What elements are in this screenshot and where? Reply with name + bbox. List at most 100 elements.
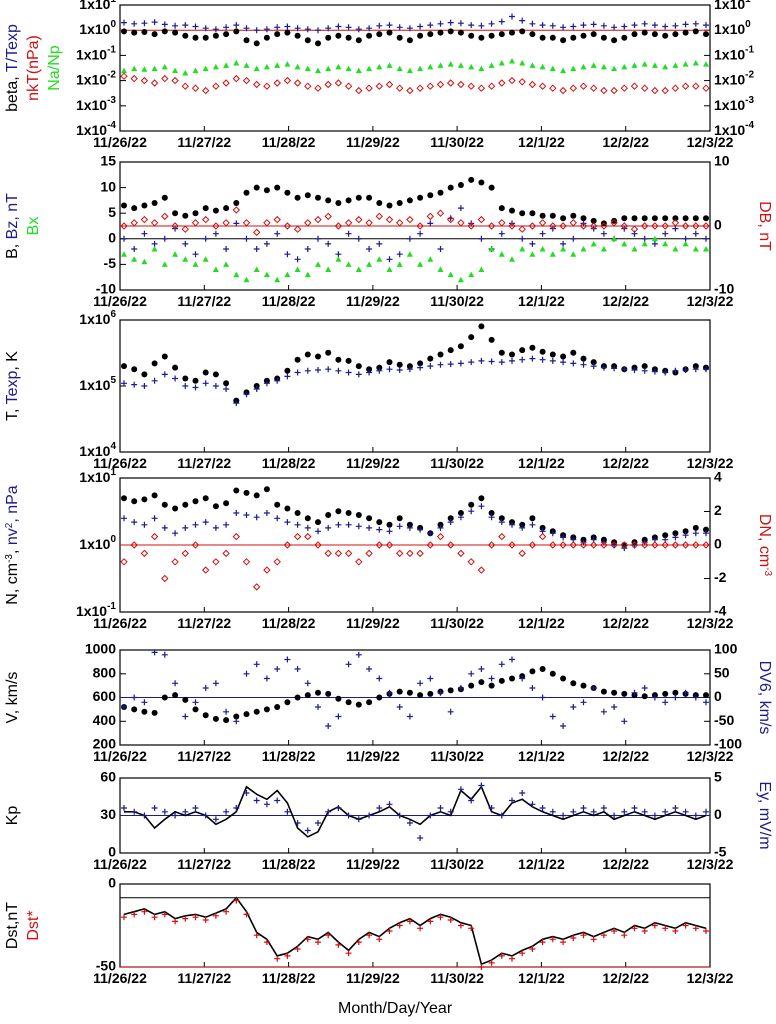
panel-6-series-1-point bbox=[202, 917, 209, 923]
panel-2-series-1-point bbox=[212, 383, 219, 389]
panel-5-xtick-label: 11/27/22 bbox=[177, 856, 231, 872]
panel-0-series-3-point bbox=[498, 79, 506, 87]
panel-3-series-1-point bbox=[672, 534, 679, 541]
panel-4-series-1-point bbox=[376, 675, 383, 682]
panel-0-series-1-point bbox=[121, 19, 127, 26]
panel-6-series-1-point bbox=[662, 925, 669, 932]
panel-0-series-1-point bbox=[151, 19, 158, 26]
panel-4-series-1-point bbox=[662, 699, 669, 706]
panel-2-series-0-point bbox=[131, 366, 138, 373]
panel-2-series-1-point bbox=[519, 356, 526, 363]
panel-1-series-0-point bbox=[263, 187, 270, 194]
panel-1-series-2-point bbox=[651, 235, 658, 242]
panel-6-series-1-point bbox=[468, 925, 475, 932]
panel-4-series-1-point bbox=[580, 699, 587, 706]
panel-2-xtick-label: 12/2/22 bbox=[602, 455, 649, 471]
panel-1-series-0-point bbox=[509, 207, 515, 214]
panel-1-series-0-point bbox=[345, 197, 352, 204]
panel-2-series-0-point bbox=[417, 360, 424, 367]
panel-1-series-1-point bbox=[263, 240, 270, 247]
panel-0-series-2-point bbox=[345, 65, 352, 72]
panel-3-series-2-point bbox=[395, 549, 404, 558]
panel-1-series-3-point bbox=[457, 219, 465, 227]
panel-4-series-1-point bbox=[621, 718, 628, 725]
panel-4-series-1-point bbox=[141, 699, 148, 706]
panel-3-series-0-point bbox=[131, 498, 138, 505]
panel-3-series-1-point bbox=[529, 521, 536, 528]
panel-0-series-0-point bbox=[274, 31, 281, 38]
panel-1-series-3-point bbox=[334, 222, 343, 230]
panel-4-series-1-point bbox=[427, 675, 434, 682]
panel-0-series-0-point bbox=[396, 34, 403, 41]
panel-6-series-1-point bbox=[651, 922, 658, 929]
panel-3-series-1-point bbox=[131, 519, 138, 526]
panel-4-series-0-point bbox=[243, 711, 250, 718]
panel-1-series-1-point bbox=[141, 230, 148, 237]
panel-4-series-1-point bbox=[294, 666, 301, 672]
panel-0-series-3-point bbox=[385, 80, 394, 89]
panel-4-series-1-point bbox=[131, 694, 138, 701]
panel-0-series-3-point bbox=[263, 82, 271, 90]
panel-4-series-0-point bbox=[641, 693, 648, 700]
panel-3-series-1-point bbox=[427, 530, 434, 537]
panel-6-series-1-point bbox=[263, 939, 270, 946]
panel-3-series-0-point bbox=[263, 486, 270, 493]
panel-0-series-3-point bbox=[201, 86, 210, 95]
panel-4-series-1-point bbox=[182, 713, 189, 720]
panel-2-series-0-point bbox=[549, 351, 556, 358]
panel-1-series-2-point bbox=[284, 271, 291, 278]
panel-6-series-1-point bbox=[304, 936, 311, 943]
panel-3-xtick-label: 11/26/22 bbox=[93, 615, 147, 631]
panel-0-series-3-point bbox=[579, 82, 588, 90]
panel-3-series-1-point bbox=[519, 524, 526, 531]
panel-3-series-1-point bbox=[263, 510, 270, 516]
panel-3-series-0-point bbox=[274, 501, 281, 508]
panel-0-series-3-point bbox=[651, 86, 659, 95]
panel-4-xtick-label: 11/28/22 bbox=[262, 748, 316, 764]
panel-6-series-1-point bbox=[488, 959, 495, 966]
panel-5-series-1-point bbox=[417, 835, 424, 841]
panel-1-series-0-point bbox=[406, 197, 413, 204]
panel-4-series-0-point bbox=[315, 689, 321, 696]
panel-0-series-1-point bbox=[376, 22, 383, 29]
panel-3-series-0-point bbox=[529, 515, 536, 522]
panel-1-series-2-point bbox=[253, 266, 260, 272]
panel-0-series-2-point bbox=[498, 60, 505, 66]
panel-0-series-2-point bbox=[611, 65, 618, 72]
panel-1-series-3-point bbox=[651, 222, 659, 230]
panel-5-series-1-point bbox=[590, 808, 597, 815]
panel-4-series-1-point bbox=[243, 670, 250, 677]
panel-3-series-2-point bbox=[681, 541, 690, 549]
panel-3-series-0-point bbox=[386, 521, 393, 528]
panel-4-ytick-label: 600 bbox=[93, 688, 117, 704]
panel-2-xtick-label: 11/30/22 bbox=[430, 455, 484, 471]
panel-4-series-1-point bbox=[366, 666, 373, 672]
panel-3-rtick-label: 0 bbox=[714, 536, 722, 552]
panel-1-series-1-point bbox=[437, 246, 444, 252]
panel-3-series-2-point bbox=[406, 549, 414, 558]
panel-0-series-3-point bbox=[600, 86, 608, 95]
panel-4-series-1-point bbox=[447, 708, 454, 715]
panel-6-series-1-point bbox=[345, 950, 352, 957]
panel-3-series-1-point bbox=[253, 514, 260, 521]
panel-0-left-label: beta, T/Texp bbox=[4, 24, 21, 112]
panel-3-series-0-point bbox=[539, 524, 546, 531]
panel-2-series-0-point bbox=[161, 353, 168, 360]
panel-0-series-1-point bbox=[345, 24, 352, 31]
panel-4-series-0-point bbox=[274, 704, 281, 710]
panel-0-xtick-label: 11/27/22 bbox=[177, 134, 231, 150]
panel-1-series-1-point bbox=[600, 230, 607, 237]
panel-6-series-1-point bbox=[151, 914, 158, 921]
panel-2-series-1-point bbox=[233, 400, 240, 407]
panel-0-series-1-point bbox=[662, 23, 669, 30]
panel-1-series-3-point bbox=[569, 219, 578, 227]
panel-0-series-0-point bbox=[223, 31, 230, 38]
panel-2-series-1-point bbox=[304, 367, 311, 374]
panel-6-series-1-point bbox=[141, 908, 148, 915]
panel-1-series-0-point bbox=[478, 179, 485, 186]
panel-0-rtick-label: 1x10-2 bbox=[714, 69, 754, 87]
panel-1-series-1-point bbox=[406, 235, 413, 242]
panel-0-series-1-point bbox=[437, 20, 444, 27]
panel-1-series-3-point bbox=[222, 219, 230, 227]
panel-0-series-3-point bbox=[692, 82, 700, 90]
